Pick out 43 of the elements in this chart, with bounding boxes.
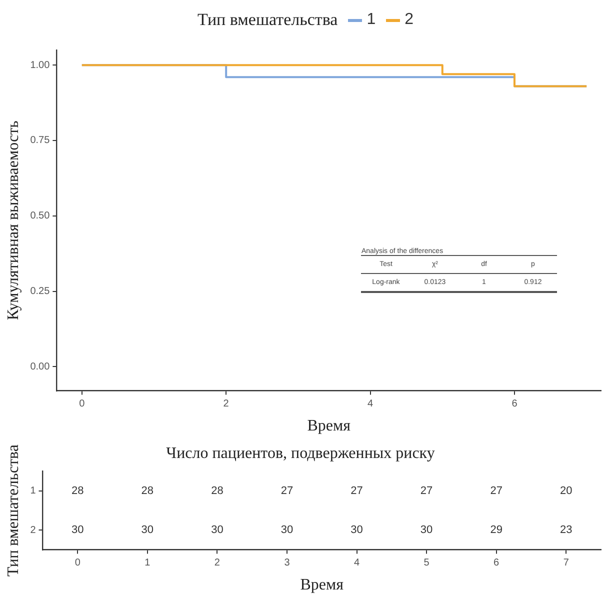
data-label: 27 [280,484,294,497]
data-label: 30 [350,524,363,536]
y-axis-title: Кумулятивная выживаемость [4,120,22,320]
data-label: 30 [72,524,84,536]
y-tick-label: 1 [30,486,36,497]
x-tick-label: 6 [494,558,500,569]
data-label: 20 [560,484,572,497]
x-tick-label: 2 [223,398,230,410]
data-label: 30 [211,524,224,536]
x-tick-label: 7 [563,558,570,569]
x-tick-label: 1 [144,558,151,569]
legend-label: 2 [404,11,414,29]
y-tick-label: 0.50 [30,210,50,222]
x-tick-label: 2 [214,558,220,569]
legend-label: 1 [366,11,376,29]
x-tick-label: 0 [79,398,86,410]
y-tick-label: 0.25 [30,286,50,298]
legend-title: Тип вмешательства [198,10,338,30]
chart-title: Число пациентов, подверженных риску [166,444,435,462]
y-tick-label: 1.00 [30,60,50,71]
data-label: 23 [560,524,572,536]
y-tick-label: 0.75 [30,135,50,146]
x-axis-title: Время [307,418,352,435]
x-tick-label: 5 [424,558,430,569]
x-axis-title: Время [300,576,344,594]
data-label: 30 [141,524,154,536]
y-tick-label: 2 [30,524,36,536]
x-tick-label: 4 [354,558,360,569]
data-label: 28 [141,484,154,497]
x-tick-label: 6 [512,398,518,410]
data-label: 27 [420,484,433,497]
data-label: 30 [420,524,433,536]
x-tick-label: 4 [368,398,374,410]
data-label: 27 [490,484,502,497]
y-tick-label: 0.00 [30,361,50,372]
data-label: 27 [350,484,363,497]
data-label: 30 [280,524,294,536]
data-label: 28 [72,484,84,497]
x-tick-label: 0 [74,558,81,569]
data-label: 29 [490,524,502,536]
data-label: 28 [211,484,224,497]
x-tick-label: 3 [284,558,290,569]
y-axis-title: Тип вмешательства [4,444,22,576]
